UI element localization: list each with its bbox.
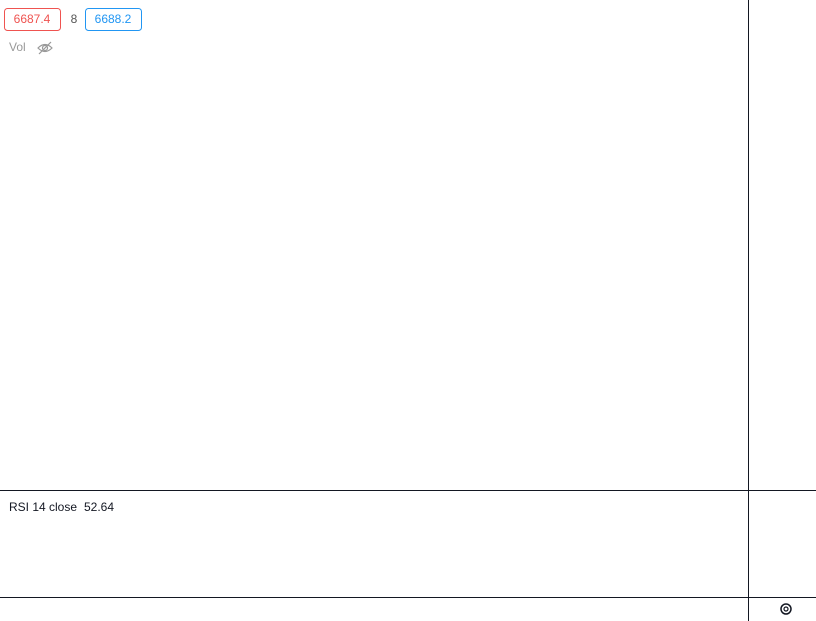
volume-label: Vol [9, 40, 26, 54]
buy-box[interactable] [85, 8, 142, 31]
quote-bar: 6687.4 8 6688.2 Vol RSI 14 close 52.64 [4, 8, 142, 514]
rsi-legend-value: 52.64 [84, 500, 114, 514]
sell-box[interactable] [4, 8, 61, 31]
spread: 8 [71, 12, 78, 26]
eye-off-icon[interactable] [37, 41, 53, 55]
rsi-legend-name: RSI 14 close [9, 500, 77, 514]
buy-price: 6688.2 [95, 12, 132, 26]
sell-price: 6687.4 [14, 12, 51, 26]
settings-icon[interactable] [780, 603, 792, 615]
